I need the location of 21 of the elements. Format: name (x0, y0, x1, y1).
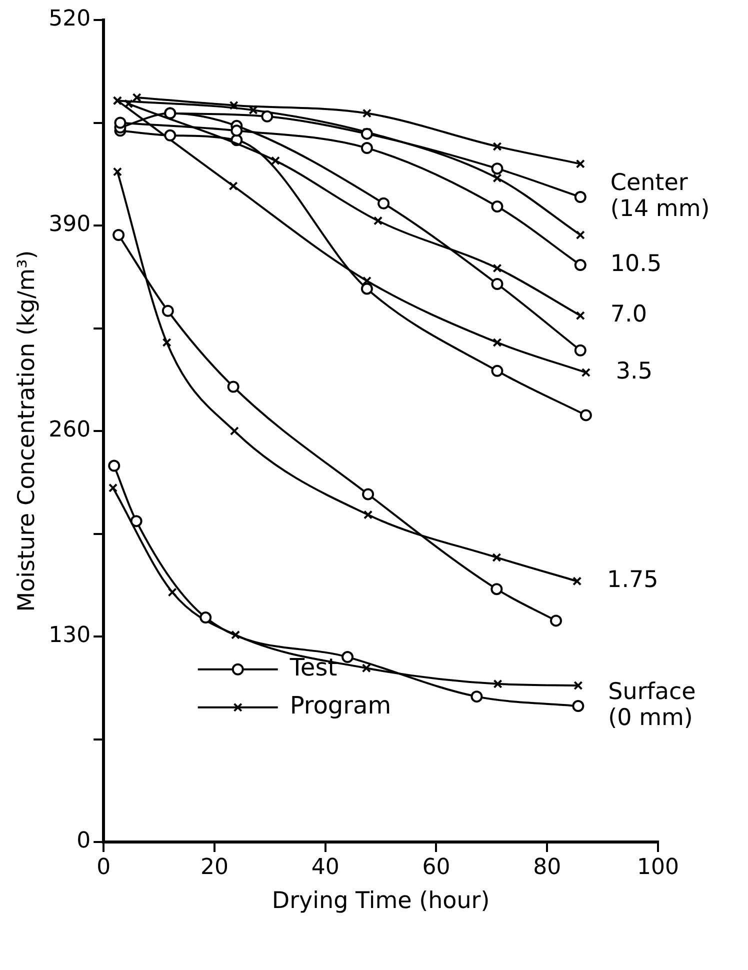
y-tick-label: 520 (48, 6, 91, 32)
x-tick-label: 100 (637, 854, 679, 880)
y-axis-title: Moisture Concentration (kg/m³) (14, 250, 40, 612)
annotation: 3.5 (616, 358, 653, 384)
y-tick-label: 0 (76, 828, 91, 854)
x-tick-label: 20 (200, 854, 228, 880)
x-tick-label: 0 (96, 854, 111, 880)
annotation: 10.5 (610, 250, 662, 277)
legend-label: Test (288, 654, 338, 682)
annotation: Center (14 mm) (610, 170, 710, 222)
y-tick-label: 390 (48, 212, 91, 238)
x-tick-label: 80 (533, 854, 562, 880)
y-tick-label: 260 (48, 418, 91, 443)
annotation: Surface (0 mm) (608, 679, 696, 732)
y-tick-label: 130 (48, 623, 91, 648)
legend-label: Program (290, 692, 392, 720)
x-tick-label: 40 (311, 854, 340, 880)
annotation: 7.0 (610, 302, 647, 328)
x-tick-label: 60 (422, 854, 450, 880)
annotation: 1.75 (607, 567, 658, 594)
x-axis-title: Drying Time (hour) (272, 888, 490, 914)
